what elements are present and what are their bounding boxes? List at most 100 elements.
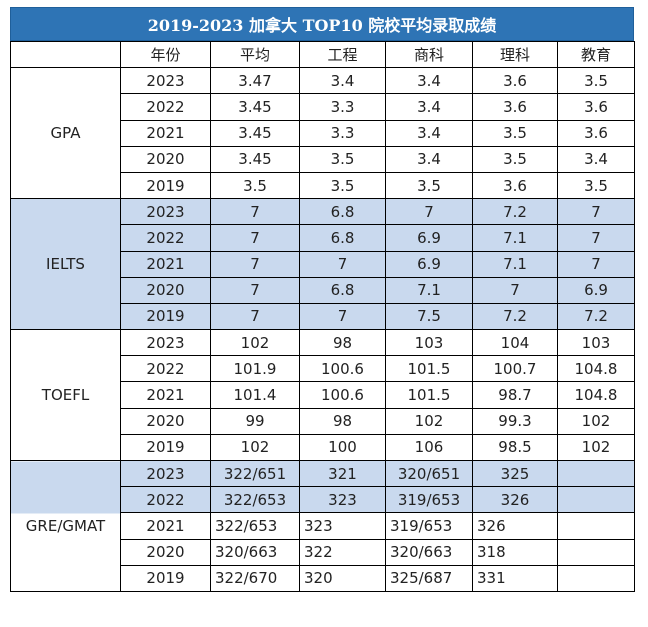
table-row: GPA 2023 3.47 3.4 3.4 3.6 3.5 — [10, 67, 635, 200]
business-cell: 101.5 — [385, 381, 473, 409]
year-cell: 2021 — [120, 250, 211, 278]
average-cell: 322/670 — [210, 564, 300, 592]
science-cell: 3.6 — [472, 67, 558, 95]
table-body: 年份 平均 工程 商科 理科 教育 GPA 2023 3.47 3.4 3.4 3.6 3.… — [10, 40, 635, 592]
engineering-cell: 322 — [299, 538, 386, 566]
group-label-cell: IELTS — [10, 198, 121, 331]
engineering-cell: 3.4 — [299, 67, 386, 95]
engineering-cell: 7 — [299, 250, 386, 278]
year-cell: 2019 — [120, 171, 211, 200]
education-cell — [557, 486, 635, 514]
education-cell: 7.2 — [557, 302, 635, 331]
business-cell: 103 — [385, 329, 473, 357]
business-cell: 325/687 — [385, 564, 473, 592]
year-cell: 2019 — [120, 302, 211, 331]
year-cell: 2020 — [120, 538, 211, 566]
table-row: TOEFL 2023 102 98 103 104 103 — [10, 329, 635, 461]
table-row: 2021 7 7 6.9 7.1 7 — [11, 250, 635, 278]
year-cell: 2022 — [120, 355, 211, 383]
average-cell: 7 — [210, 224, 300, 252]
business-cell: 6.9 — [385, 250, 473, 278]
header-average: 平均 — [210, 40, 300, 69]
education-cell — [557, 512, 635, 540]
engineering-cell: 100.6 — [299, 355, 386, 383]
science-cell: 7.2 — [472, 198, 558, 226]
average-cell: 3.45 — [210, 119, 300, 147]
engineering-cell: 98 — [299, 407, 386, 435]
engineering-cell: 323 — [299, 486, 386, 514]
header-business: 商科 — [385, 40, 473, 69]
science-cell: 7.2 — [472, 302, 558, 331]
group-label-cell: TOEFL — [10, 329, 121, 461]
header-education: 教育 — [557, 40, 635, 69]
average-cell: 101.9 — [210, 355, 300, 383]
business-cell: 3.5 — [385, 171, 473, 200]
average-cell: 320/663 — [210, 538, 300, 566]
education-cell: 103 — [557, 329, 635, 357]
education-cell: 102 — [557, 407, 635, 435]
table-row: 2019 7 7 7.5 7.2 7.2 — [11, 302, 635, 331]
science-cell: 99.3 — [472, 407, 558, 435]
table-row: 2020 99 98 102 99.3 102 — [11, 407, 635, 435]
table-row: 2022 3.45 3.3 3.4 3.6 3.6 — [11, 93, 635, 121]
education-cell: 3.5 — [557, 171, 635, 200]
table-row: 2019 102 100 106 98.5 102 — [11, 433, 635, 462]
science-cell: 326 — [472, 486, 558, 514]
engineering-cell: 3.3 — [299, 93, 386, 121]
education-cell: 7 — [557, 198, 635, 226]
average-cell: 99 — [210, 407, 300, 435]
average-cell: 322/653 — [210, 486, 300, 514]
table-row: 2021 3.45 3.3 3.4 3.5 3.6 — [11, 119, 635, 147]
education-cell: 6.9 — [557, 276, 635, 304]
business-cell: 7.1 — [385, 276, 473, 304]
average-cell: 101.4 — [210, 381, 300, 409]
table-row: 2019 322/670 320 325/687 331 — [11, 564, 635, 592]
table-row: 2020 3.45 3.5 3.4 3.5 3.4 — [11, 145, 635, 173]
education-cell: 3.5 — [557, 67, 635, 95]
engineering-cell: 7 — [299, 302, 386, 331]
science-cell: 3.5 — [472, 119, 558, 147]
business-cell: 101.5 — [385, 355, 473, 383]
engineering-cell: 323 — [299, 512, 386, 540]
year-cell: 2020 — [120, 145, 211, 173]
average-cell: 7 — [210, 198, 300, 226]
table-row: 2021 322/653 323 319/653 326 — [11, 512, 635, 540]
group-label-cell: GRE/GMAT — [10, 460, 121, 592]
science-cell: 325 — [472, 459, 558, 488]
year-cell: 2023 — [120, 198, 211, 226]
average-cell: 7 — [210, 302, 300, 331]
table-row: 2020 320/663 322 320/663 318 — [11, 538, 635, 566]
engineering-cell: 6.8 — [299, 198, 386, 226]
science-cell: 3.6 — [472, 171, 558, 200]
engineering-cell: 100 — [299, 433, 386, 462]
business-cell: 3.4 — [385, 93, 473, 121]
education-cell: 3.6 — [557, 119, 635, 147]
science-cell: 98.5 — [472, 433, 558, 462]
business-cell: 6.9 — [385, 224, 473, 252]
business-cell: 319/653 — [385, 486, 473, 514]
education-cell: 104.8 — [557, 355, 635, 383]
year-cell: 2022 — [120, 93, 211, 121]
engineering-cell: 98 — [299, 329, 386, 357]
education-cell: 102 — [557, 433, 635, 462]
average-cell: 102 — [210, 433, 300, 462]
admission-scores-table-container: 2019-2023 加拿大 TOP10 院校平均录取成绩 年份 平均 工程 商科… — [10, 7, 635, 618]
year-cell: 2021 — [120, 512, 211, 540]
average-cell: 3.45 — [210, 145, 300, 173]
header-corner-cell — [10, 40, 121, 69]
year-cell: 2023 — [120, 329, 211, 357]
year-cell: 2021 — [120, 381, 211, 409]
science-cell: 3.6 — [472, 93, 558, 121]
engineering-cell: 6.8 — [299, 224, 386, 252]
year-cell: 2019 — [120, 433, 211, 462]
average-cell: 3.47 — [210, 67, 300, 95]
education-cell: 3.4 — [557, 145, 635, 173]
engineering-cell: 100.6 — [299, 381, 386, 409]
year-cell: 2020 — [120, 407, 211, 435]
science-cell: 331 — [472, 564, 558, 592]
engineering-cell: 3.3 — [299, 119, 386, 147]
table-title: 2019-2023 加拿大 TOP10 院校平均录取成绩 — [10, 7, 634, 41]
table-row: 2022 101.9 100.6 101.5 100.7 104.8 — [11, 355, 635, 383]
average-cell: 7 — [210, 276, 300, 304]
business-cell: 3.4 — [385, 119, 473, 147]
